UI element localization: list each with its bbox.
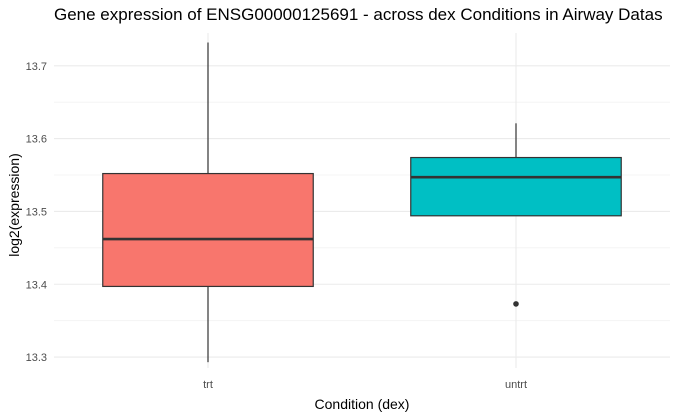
x-axis-title: Condition (dex) [315,396,410,412]
y-tick-label: 13.5 [26,206,47,218]
y-tick-label: 13.3 [26,352,47,364]
box-body [410,156,622,217]
x-tick-label: untrt [505,379,527,391]
y-tick-label: 13.4 [26,279,47,291]
outlier-point [513,301,519,307]
y-axis-ticks: 13.3 13.4 13.5 13.6 13.7 [26,61,47,364]
box-body [102,172,314,288]
x-axis-ticks: trt untrt [203,379,527,391]
boxes [102,42,622,363]
y-tick-label: 13.7 [26,61,47,73]
chart-title: Gene expression of ENSG00000125691 - acr… [54,5,663,24]
box-trt [102,42,314,363]
y-tick-label: 13.6 [26,134,47,146]
y-axis-title: log2(expression) [6,153,22,257]
x-tick-label: trt [203,379,213,391]
box-untrt [410,123,622,307]
